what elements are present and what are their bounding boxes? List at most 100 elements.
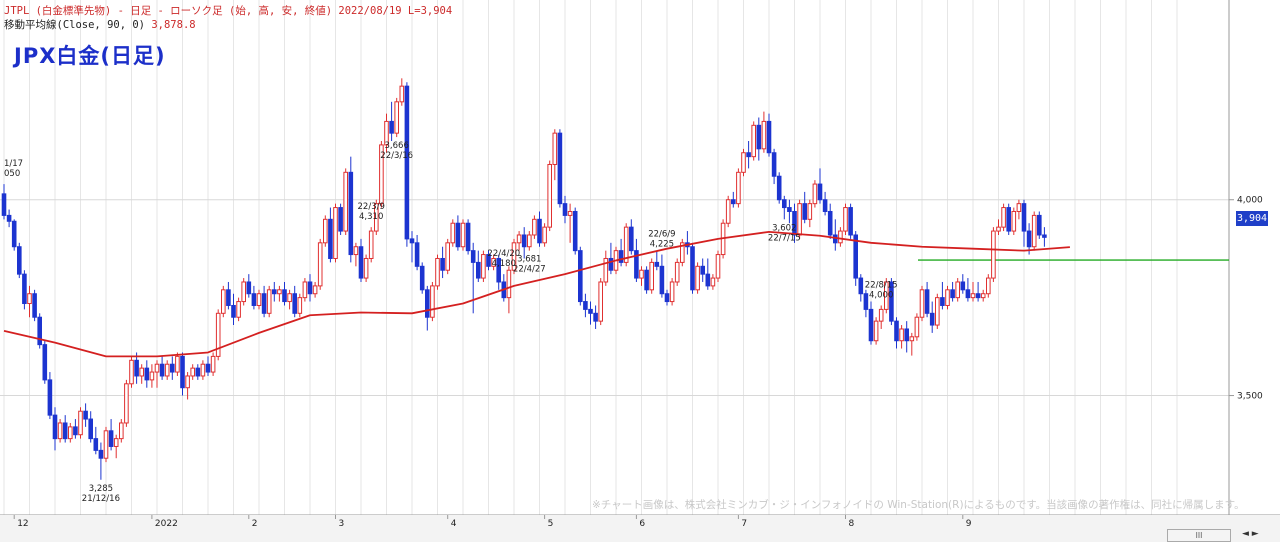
candle-body [455, 222, 461, 248]
candle [654, 250, 660, 271]
candle-body [57, 422, 63, 440]
candle [746, 140, 751, 169]
candle-body [618, 250, 624, 263]
moving-average-line [3, 230, 1070, 358]
candle [649, 258, 655, 294]
candle-body [1001, 207, 1006, 228]
candle [822, 191, 828, 216]
candle [858, 274, 864, 302]
candle [445, 238, 450, 275]
candle [853, 231, 859, 286]
chart-header: JTPL (白金標準先物) - 日足 - ローソク足 (始, 高, 安, 終値)… [4, 5, 453, 17]
candle [700, 258, 706, 282]
candle [996, 219, 1001, 235]
candle-body [103, 430, 109, 459]
candle [924, 281, 930, 318]
candle [690, 242, 695, 294]
annotation-price: 3,602 [772, 223, 796, 233]
candle-body [399, 85, 405, 103]
candle-body [991, 230, 996, 279]
candle-body [868, 308, 874, 342]
candle [506, 266, 512, 314]
candle-body [787, 207, 792, 212]
candle-body [1006, 207, 1012, 232]
candle [491, 254, 496, 271]
candle-body [22, 273, 27, 305]
candle [950, 281, 955, 302]
x-tick-label: 7 [741, 519, 747, 529]
candle-body [521, 234, 527, 248]
candle-body [62, 422, 68, 440]
x-tick-label: 9 [966, 519, 972, 529]
candle [261, 285, 267, 318]
candle-body [37, 316, 43, 346]
candle [894, 317, 899, 349]
candle [776, 172, 782, 204]
candle-body [27, 293, 32, 305]
candle [170, 356, 175, 380]
candle-body [374, 203, 379, 232]
candle [57, 419, 63, 443]
candle-body [476, 261, 481, 279]
candle-body [802, 203, 808, 220]
candle-body [782, 199, 787, 209]
candle [935, 293, 940, 329]
candle [986, 274, 991, 298]
candle-body [527, 234, 532, 248]
candle [705, 258, 711, 290]
candle-body [144, 367, 150, 381]
candle-body [756, 124, 762, 150]
candle-body [190, 367, 195, 377]
candle [1016, 199, 1022, 220]
candle [277, 285, 282, 302]
candle [27, 285, 32, 318]
candle-body [170, 363, 175, 373]
candle-body [588, 308, 593, 314]
candle-body [368, 230, 374, 259]
candle [608, 242, 614, 275]
candle-body [766, 120, 772, 154]
candle-body [761, 120, 767, 150]
candle [246, 274, 252, 298]
candle-body [185, 375, 190, 389]
candle-body [853, 234, 859, 279]
candle [164, 360, 170, 380]
x-axis-band [0, 515, 1280, 542]
candle [62, 415, 68, 443]
y-tick-label: 4,000 [1237, 196, 1263, 206]
candle [210, 352, 216, 376]
candle-body [435, 257, 440, 287]
candle-body [450, 222, 456, 244]
candle-body [843, 207, 848, 232]
annotation-price: 3,285 [89, 484, 113, 494]
candle [241, 278, 246, 306]
candle-body [282, 289, 287, 303]
candle [623, 223, 629, 267]
candle [787, 199, 792, 224]
candle [266, 285, 272, 318]
candle-body [705, 273, 711, 287]
candle [78, 407, 83, 439]
annotation-date: 22/6/9 [648, 230, 675, 240]
candle-body [598, 281, 604, 322]
candle-body [134, 359, 139, 377]
candle-body [593, 312, 598, 322]
annotation-price: 050 [4, 169, 20, 179]
candle-body [873, 320, 879, 342]
candle-body [338, 207, 343, 232]
scroll-arrows[interactable]: ◄ ► [1242, 529, 1259, 539]
scrollbar-thumb[interactable]: lll [1167, 529, 1231, 542]
candle [634, 238, 639, 282]
x-tick-label: 2 [252, 519, 258, 529]
candle-body [384, 120, 389, 146]
candle-body [736, 171, 741, 205]
candle [899, 325, 904, 349]
candle [404, 82, 410, 247]
candle [149, 364, 155, 388]
candle [904, 321, 910, 353]
candle [542, 223, 547, 247]
candle-body [623, 226, 629, 263]
candle-body [440, 257, 445, 271]
candle-body [261, 293, 267, 314]
candle [460, 219, 466, 251]
